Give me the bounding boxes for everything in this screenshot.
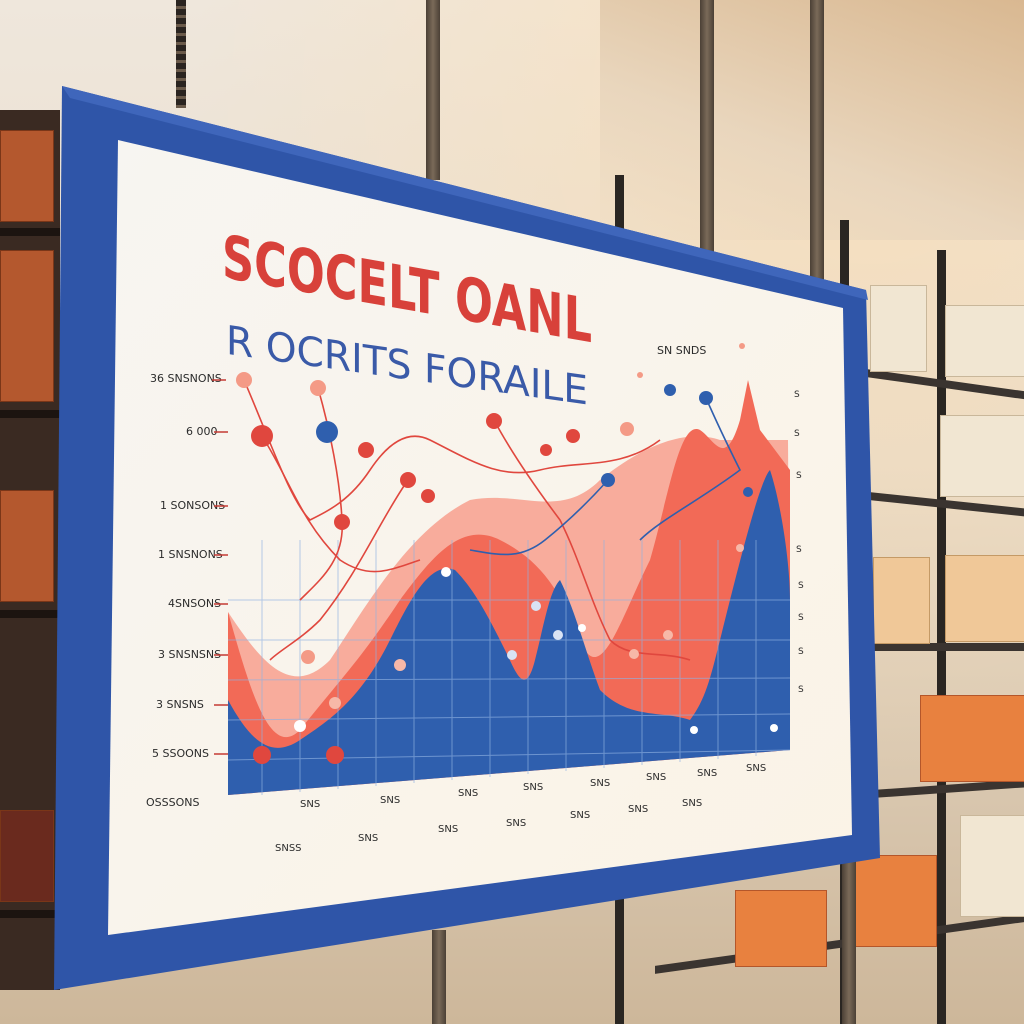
plot-area (227, 343, 791, 795)
right-tick-label: S (794, 429, 800, 439)
x-tick-label: SNS (506, 818, 526, 829)
x-tick-label: SNSS (275, 843, 302, 854)
right-tick-label: S (796, 545, 802, 555)
shelf-rail (865, 643, 1024, 651)
y-tick-label: 36 SNSNONS (150, 372, 222, 385)
carton (960, 815, 1024, 917)
x-tick-label: SNS (628, 804, 648, 815)
right-axis-labels: S S S S S S S S (794, 390, 804, 695)
carton (735, 890, 827, 967)
right-tick-label: S (798, 581, 804, 591)
carton (945, 305, 1024, 377)
x-tick-label: SNS (523, 782, 543, 793)
carton (940, 415, 1024, 497)
y-axis-labels: 36 SNSNONS 6 000 1 SONSONS 1 SNSNONS 4SN… (146, 372, 225, 809)
shelf-board (0, 228, 60, 236)
shelf-board (0, 910, 60, 918)
x-tick-label: SNS (697, 768, 717, 779)
shelf-board (0, 410, 60, 418)
hanging-chain (176, 0, 186, 108)
x-tick-label: SNS (590, 778, 610, 789)
right-tick-label: S (798, 613, 804, 623)
grid-lines (227, 540, 791, 795)
shelf-box (0, 130, 54, 222)
y-tick-label: 3 SNSNS (156, 698, 204, 711)
x-tick-label: SNS (682, 798, 702, 809)
x-tick-label: SNS (438, 824, 458, 835)
shelf-box (0, 250, 54, 402)
corner-label: SN SNDS (657, 344, 706, 357)
carton (870, 285, 927, 372)
x-axis-labels-row2: SNSS SNS SNS SNS SNS SNS SNS (275, 798, 702, 854)
carton (920, 695, 1024, 782)
y-tick-label: 1 SONSONS (160, 499, 225, 512)
shelf-box (0, 810, 54, 902)
right-tick-label: S (794, 390, 800, 400)
trend-lines-blue (469, 397, 742, 556)
y-tick-label: 4SNSONS (168, 597, 221, 610)
right-tick-label: S (796, 471, 802, 481)
carton (945, 555, 1024, 642)
shelf-box (0, 490, 54, 602)
x-tick-label: SNS (358, 833, 378, 844)
x-tick-label: SNS (646, 772, 666, 783)
blue-area-series (228, 470, 790, 795)
x-tick-label: SNS (380, 795, 400, 806)
right-tick-label: S (798, 685, 804, 695)
y-tick-label: 6 000 (186, 425, 218, 438)
x-tick-label: SNS (570, 810, 590, 821)
data-points (236, 343, 778, 764)
x-tick-label: SNS (458, 788, 478, 799)
x-axis-labels-row1: SNS SNS SNS SNS SNS SNS SNS SNS (300, 763, 766, 810)
carton (873, 557, 930, 644)
y-tick-label: 5 SSOONS (152, 747, 209, 760)
hanging-rod (810, 0, 824, 290)
poster-frame-shade (62, 86, 868, 300)
right-tick-label: S (798, 647, 804, 657)
y-tick-label: 1 SNSNONS (158, 548, 223, 561)
hanging-rod (700, 0, 714, 255)
x-tick-label: SNS (746, 763, 766, 774)
shelf-board (0, 610, 60, 618)
y-tick-marks (212, 379, 228, 755)
support-rod (842, 860, 856, 1024)
support-rod (432, 930, 446, 1024)
carton (855, 855, 937, 947)
shelf-post (937, 250, 946, 1024)
y-tick-label: 3 SNSNSNS (158, 648, 221, 661)
y-tick-label: OSSSONS (146, 796, 199, 809)
x-tick-label: SNS (300, 799, 320, 810)
left-shelf (0, 110, 60, 990)
hanging-rod (426, 0, 440, 180)
